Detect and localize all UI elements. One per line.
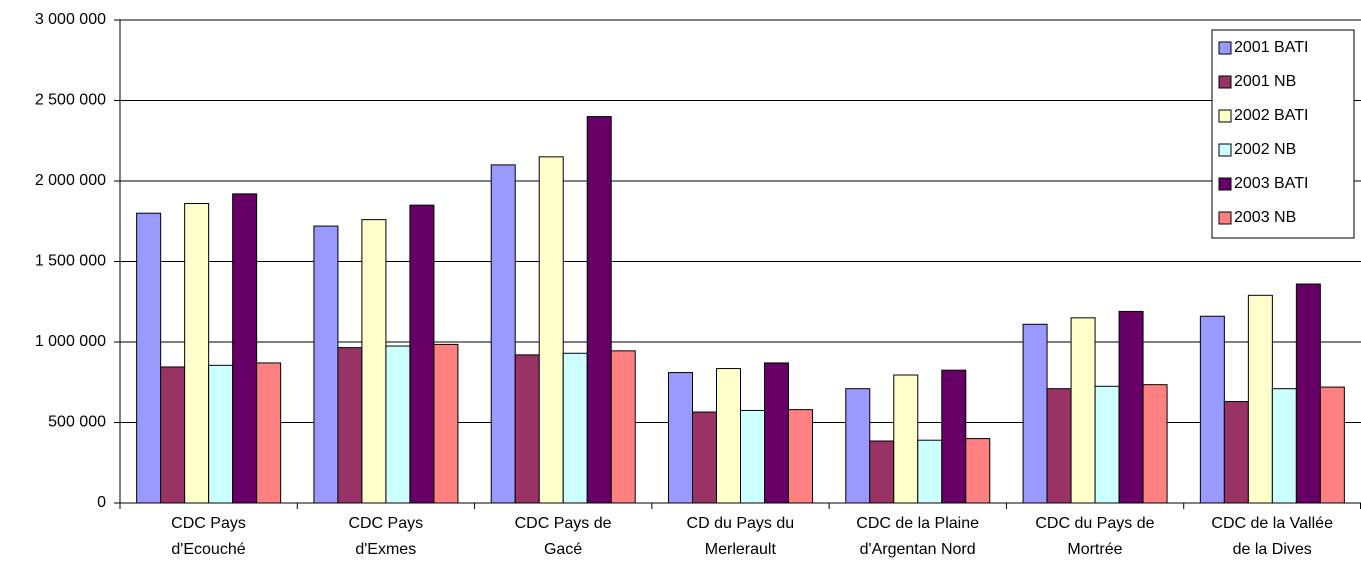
legend-swatch (1218, 211, 1232, 225)
bar (361, 219, 387, 504)
legend-label: 2002 NB (1234, 141, 1296, 158)
bar (692, 411, 717, 504)
y-tick-label: 1 500 000 (35, 253, 106, 270)
bar (845, 388, 871, 504)
bar (256, 362, 282, 504)
bar (668, 372, 693, 504)
legend-label: 2001 BATI (1234, 39, 1308, 56)
bar (313, 225, 339, 504)
bar (385, 345, 411, 504)
bar (917, 439, 943, 504)
x-tick-label: CDC Pays d'Exmes (348, 515, 424, 558)
y-tick-label: 500 000 (48, 414, 106, 431)
bar (514, 354, 540, 504)
bar (1271, 388, 1297, 504)
legend-swatch (1218, 41, 1232, 55)
legend-box (1211, 29, 1355, 239)
bar (788, 409, 813, 504)
bar (1022, 323, 1048, 504)
bar (160, 366, 186, 504)
bar (538, 156, 564, 504)
bar (232, 193, 258, 504)
bar (433, 343, 459, 504)
y-tick-label: 3 000 000 (35, 11, 106, 28)
bar (586, 116, 612, 504)
y-tick-label: 2 500 000 (35, 92, 106, 109)
bar (965, 438, 991, 504)
legend-swatch (1218, 177, 1232, 191)
bar (1247, 294, 1273, 504)
bar (1046, 388, 1072, 504)
x-tick-label: CDC Pays d'Ecouché (171, 515, 246, 558)
bar (1070, 317, 1096, 504)
legend-label: 2002 BATI (1234, 107, 1308, 124)
y-tick-label: 1 000 000 (35, 333, 106, 350)
bar (764, 362, 789, 504)
y-tick-label: 2 000 000 (35, 172, 106, 189)
bar (869, 440, 895, 504)
bar (1142, 384, 1168, 504)
bar (893, 374, 919, 504)
bar (490, 164, 516, 504)
bar (1223, 401, 1249, 504)
bar (1295, 283, 1321, 504)
bar (562, 352, 588, 504)
x-tick-label: CDC de la Vallée de la Dives (1211, 515, 1333, 558)
legend-label: 2003 NB (1234, 209, 1296, 226)
bar (1094, 385, 1120, 504)
bar (184, 203, 210, 504)
legend-swatch (1218, 109, 1232, 123)
bar (1199, 315, 1225, 504)
bar (337, 347, 363, 504)
y-tick-label: 0 (97, 494, 106, 511)
legend-swatch (1218, 143, 1232, 157)
bar (716, 368, 741, 504)
legend-label: 2003 BATI (1234, 175, 1308, 192)
legend-swatch (1218, 75, 1232, 89)
bar (136, 212, 162, 504)
x-tick-label: CD du Pays du Merlerault (686, 515, 795, 558)
bar (409, 204, 435, 504)
bar (208, 364, 234, 504)
x-tick-label: CDC de la Plaine d'Argentan Nord (856, 515, 979, 558)
bar (941, 369, 967, 504)
x-tick-label: CDC Pays de Gacé (514, 515, 612, 558)
bar (1118, 310, 1144, 504)
legend-label: 2001 NB (1234, 73, 1296, 90)
bar (1319, 386, 1345, 504)
bar (610, 350, 636, 504)
x-tick-label: CDC du Pays de Mortrée (1035, 515, 1155, 558)
bar (740, 409, 765, 504)
